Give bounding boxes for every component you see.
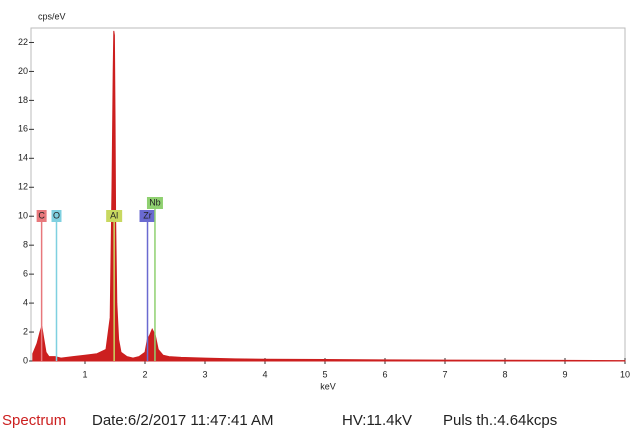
y-tick-label: 18 [18,95,28,105]
marker-box [36,210,47,222]
x-tick-label: 2 [142,369,147,379]
y-tick-label: 16 [18,124,28,134]
y-tick-label: 4 [23,297,28,307]
spectrum [32,30,626,362]
marker-box [51,210,62,222]
marker-box [146,197,163,209]
x-tick-label: 9 [562,369,567,379]
marker-label: O [53,210,60,220]
y-axis-label: cps/eV [38,11,66,21]
x-tick-label: 3 [202,369,207,379]
y-tick-label: 10 [18,211,28,221]
x-tick-label: 1 [82,369,87,379]
plot-area [30,27,626,362]
footer-hv: HV:11.4kV [342,412,412,429]
footer-name: Spectrum [2,412,66,429]
marker-label: Zr [143,210,152,220]
y-tick-label: 22 [18,37,28,47]
y-tick-label: 6 [23,269,28,279]
marker-label: Al [110,210,118,220]
x-tick-label: 8 [502,369,507,379]
x-tick-label: 10 [620,369,630,379]
x-tick-label: 4 [262,369,267,379]
y-tick-label: 0 [23,355,28,365]
marker-box [106,210,123,222]
marker-label: C [38,210,45,220]
x-axis-label: keV [320,381,336,391]
x-tick-label: 7 [442,369,447,379]
marker-box [139,210,156,222]
y-tick-label: 14 [18,153,28,163]
marker-label: Nb [149,197,161,207]
y-tick-label: 8 [23,240,28,250]
x-tick-label: 6 [382,369,387,379]
y-tick-label: 20 [18,66,28,76]
x-tick-label: 5 [322,369,327,379]
footer-puls: Puls th.:4.64kcps [443,412,557,429]
y-tick-label: 12 [18,182,28,192]
footer-date: Date:6/2/2017 11:47:41 AM [92,412,274,429]
y-tick-label: 2 [23,326,28,336]
